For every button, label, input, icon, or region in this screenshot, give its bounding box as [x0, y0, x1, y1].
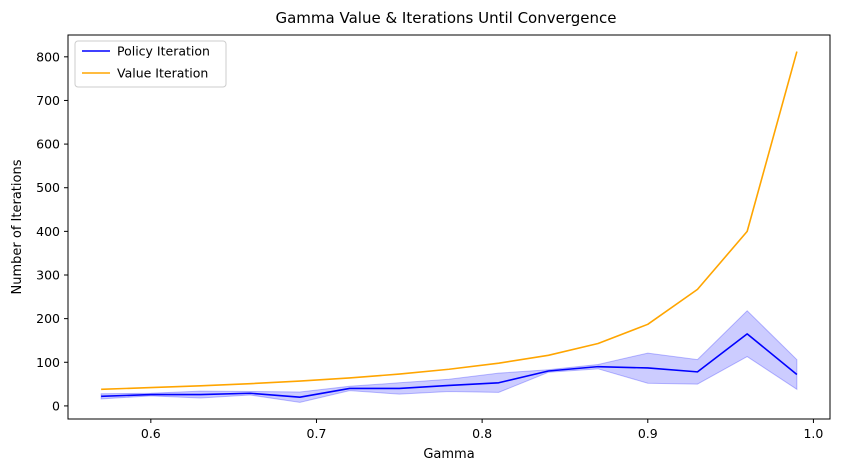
y-tick-label: 800: [36, 49, 60, 64]
x-axis-label: Gamma: [423, 447, 474, 462]
confidence-bands: [100, 310, 798, 403]
plot-area: [67, 34, 831, 420]
x-tick-label: 0.6: [141, 426, 161, 441]
x-tick-label: 1.0: [803, 426, 823, 441]
series-band-0: [100, 310, 798, 403]
series-line-0: [101, 333, 798, 398]
legend: Policy Iteration Value Iteration: [74, 40, 227, 88]
x-tick-label: 0.9: [638, 426, 658, 441]
y-tick-label: 400: [36, 224, 60, 239]
x-tick-label: 0.7: [307, 426, 327, 441]
legend-label-1: Value Iteration: [117, 66, 208, 81]
series-lines: [101, 51, 798, 398]
y-tick-label: 600: [36, 137, 60, 152]
x-tick-label: 0.8: [472, 426, 492, 441]
y-tick-label: 300: [36, 268, 60, 283]
legend-label-0: Policy Iteration: [117, 44, 210, 59]
series-line-1: [101, 51, 798, 391]
chart-title: Gamma Value & Iterations Until Convergen…: [275, 9, 616, 27]
legend-frame: [74, 40, 227, 88]
y-tick-label: 500: [36, 180, 60, 195]
y-axis: 0 100 200 300 400 500 600 700 800: [36, 49, 68, 413]
y-axis-label: Number of Iterations: [10, 159, 25, 294]
x-axis: 0.6 0.7 0.8 0.9 1.0: [141, 419, 823, 441]
y-tick-label: 700: [36, 93, 60, 108]
y-tick-label: 0: [52, 398, 60, 413]
y-tick-label: 100: [36, 355, 60, 370]
y-tick-label: 200: [36, 311, 60, 326]
